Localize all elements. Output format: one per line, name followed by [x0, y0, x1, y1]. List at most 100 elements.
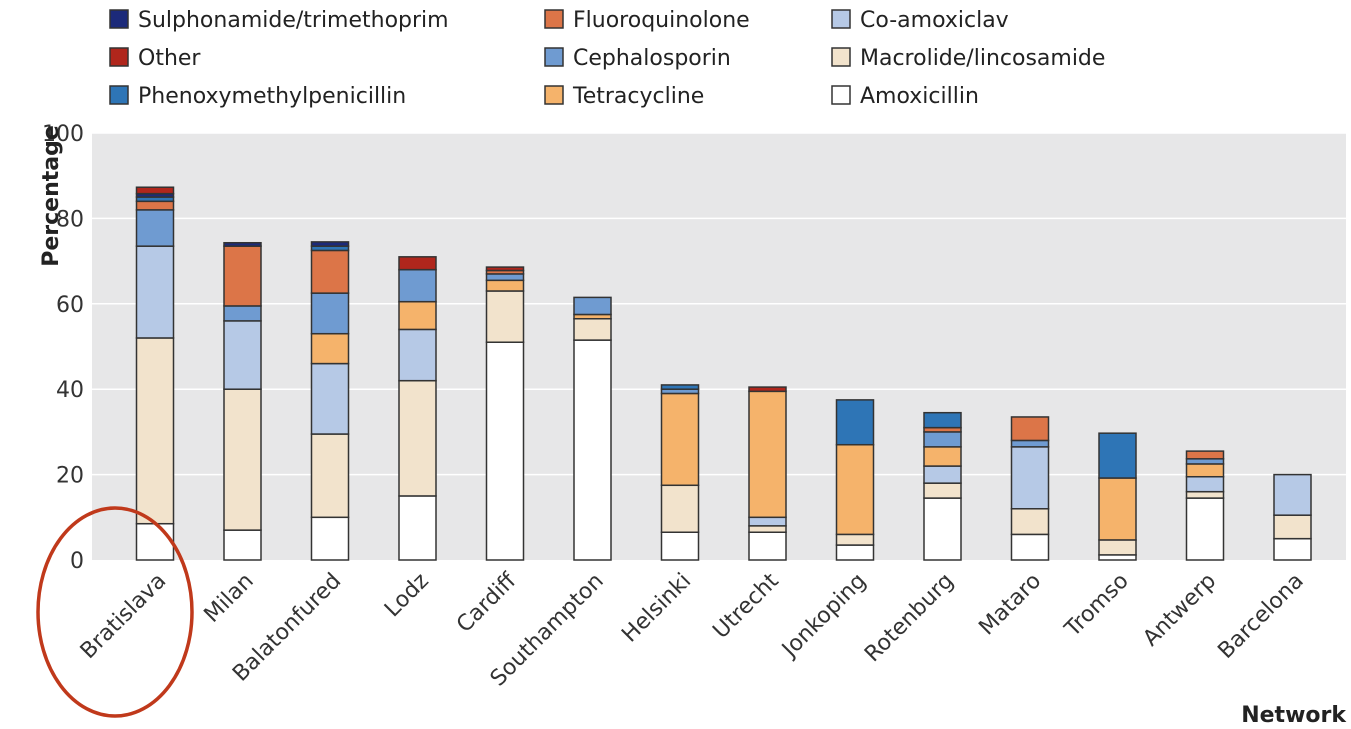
bar-segment-lodz-0 — [398, 495, 437, 561]
legend-label: Phenoxymethylpenicillin — [138, 84, 406, 109]
bar-segment-lodz-3 — [398, 328, 437, 382]
legend-label: Cephalosporin — [573, 46, 731, 71]
bar-segment-tromso-7 — [1098, 432, 1137, 479]
bar-segment-milan-6 — [223, 245, 262, 307]
x-tick-label: Bratislava — [76, 569, 171, 664]
legend-item: Tetracycline — [544, 84, 704, 109]
bar-segment-helsinki-7 — [660, 384, 700, 390]
bar-segment-cardiff-0 — [485, 341, 525, 561]
y-tick-label: 20 — [56, 464, 84, 489]
bar-segment-tromso-1 — [1098, 539, 1137, 556]
y-tick-label: 60 — [56, 293, 84, 318]
x-tick-label: Tromso — [1060, 569, 1134, 643]
bar-segment-mataro-0 — [1010, 533, 1050, 561]
legend-swatch — [109, 47, 129, 67]
y-tick-label: 100 — [42, 122, 84, 147]
legend-item: Cephalosporin — [544, 46, 731, 71]
x-tick-label: Cardiff — [452, 568, 522, 638]
bar-segment-balatonfured-0 — [310, 516, 350, 561]
x-tick-label: Utrecht — [708, 568, 784, 644]
legend-item: Other — [109, 46, 201, 71]
bar-segment-helsinki-1 — [660, 484, 700, 533]
legend-swatch — [831, 9, 851, 29]
legend-swatch — [109, 9, 129, 29]
legend-swatch — [544, 85, 564, 105]
legend-swatch — [831, 85, 851, 105]
bar-segment-jonkoping-4 — [835, 443, 875, 536]
x-axis-title: Network — [1241, 703, 1347, 728]
bar-segment-tromso-4 — [1098, 477, 1137, 541]
bar-segment-bratislava-6 — [135, 200, 175, 211]
legend-swatch — [109, 85, 129, 105]
bar-segment-milan-0 — [223, 529, 262, 561]
bar-segment-antwerp-6 — [1185, 450, 1225, 460]
bar-segment-lodz-4 — [398, 300, 437, 331]
legend-swatch — [544, 47, 564, 67]
y-tick-label: 80 — [56, 207, 84, 232]
bar-segment-balatonfured-4 — [310, 332, 350, 365]
legend-item: Macrolide/lincosamide — [831, 46, 1105, 71]
bar-segment-utrecht-3 — [748, 516, 787, 527]
legend-label: Co-amoxiclav — [860, 8, 1009, 33]
legend-label: Fluoroquinolone — [573, 8, 750, 33]
bar-segment-balatonfured-5 — [310, 292, 350, 335]
x-tick-label: Antwerp — [1138, 569, 1221, 652]
bar-segment-bratislava-9 — [135, 186, 175, 195]
x-tick-label: Lodz — [380, 569, 434, 623]
legend-item: Co-amoxiclav — [831, 8, 1009, 33]
legend-swatch — [544, 9, 564, 29]
bar-segment-rotenburg-1 — [923, 482, 962, 499]
bar-segment-mataro-6 — [1010, 416, 1050, 442]
x-tick-label: Helsinki — [617, 569, 696, 648]
x-tick-label: Rotenburg — [860, 569, 959, 668]
bar-segment-bratislava-3 — [135, 245, 175, 339]
bar-segment-utrecht-1 — [748, 525, 787, 533]
legend-label: Other — [138, 46, 201, 71]
bar-segment-balatonfured-1 — [310, 433, 350, 519]
bar-segment-southampton-5 — [573, 296, 612, 316]
bar-segment-lodz-1 — [398, 379, 437, 497]
bar-segment-bratislava-0 — [135, 522, 175, 561]
bar-segment-barcelona-1 — [1273, 514, 1312, 540]
bar-segment-helsinki-4 — [660, 392, 700, 487]
bar-segment-mataro-3 — [1010, 446, 1050, 510]
x-tick-label: Milan — [200, 569, 259, 628]
bar-segment-cardiff-9 — [485, 266, 525, 272]
highlight-ellipse — [36, 506, 194, 718]
bar-segment-rotenburg-5 — [923, 431, 962, 448]
bar-segment-lodz-9 — [398, 256, 437, 271]
legend-label: Tetracycline — [572, 84, 704, 109]
bar-segment-jonkoping-7 — [835, 399, 875, 446]
x-tick-label: Mataro — [974, 569, 1046, 641]
legend-label: Amoxicillin — [860, 84, 979, 109]
bar-segment-southampton-0 — [573, 339, 612, 561]
bar-segment-antwerp-3 — [1185, 475, 1225, 493]
bar-segment-balatonfured-8 — [310, 241, 350, 247]
legend-label: Sulphonamide/trimethoprim — [138, 8, 449, 33]
bar-segment-antwerp-4 — [1185, 463, 1225, 478]
bar-segment-cardiff-5 — [485, 273, 525, 282]
bar-segment-milan-1 — [223, 388, 262, 531]
bar-segment-tromso-0 — [1098, 554, 1137, 561]
bar-segment-utrecht-4 — [748, 390, 787, 519]
legend-label: Macrolide/lincosamide — [860, 46, 1105, 71]
bar-segment-mataro-5 — [1010, 439, 1050, 448]
legend-item: Fluoroquinolone — [544, 8, 750, 33]
x-tick-label: Jonkoping — [776, 569, 871, 664]
bar-segment-balatonfured-6 — [310, 249, 350, 294]
legend-item: Amoxicillin — [831, 84, 979, 109]
bar-segment-balatonfured-3 — [310, 362, 350, 435]
bar-segment-southampton-1 — [573, 317, 612, 341]
y-axis-title: Percentage — [39, 125, 64, 267]
bar-segment-cardiff-4 — [485, 279, 525, 292]
bar-segment-rotenburg-0 — [923, 497, 962, 561]
bar-segment-jonkoping-1 — [835, 533, 875, 546]
bar-segment-milan-5 — [223, 305, 262, 322]
bar-segment-bratislava-5 — [135, 209, 175, 247]
bar-segment-lodz-5 — [398, 268, 437, 303]
bar-segment-antwerp-5 — [1185, 458, 1225, 465]
bar-segment-mataro-1 — [1010, 508, 1050, 536]
bar-segment-milan-3 — [223, 320, 262, 390]
bar-segment-rotenburg-7 — [923, 411, 962, 429]
